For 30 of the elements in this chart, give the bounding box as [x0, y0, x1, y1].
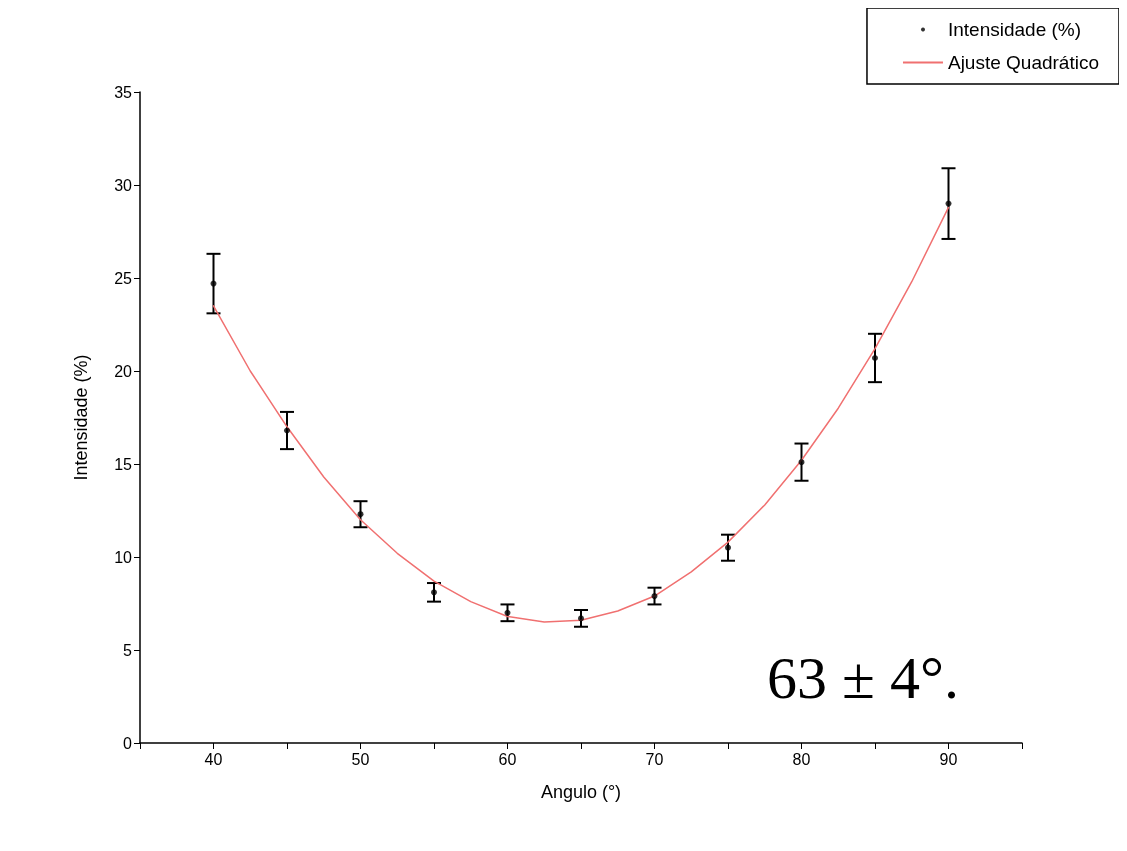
legend-label: Ajuste Quadrático	[947, 52, 1100, 73]
point	[945, 200, 952, 207]
point	[578, 615, 584, 622]
x-tick-label: 50	[351, 750, 370, 768]
point	[357, 511, 364, 518]
y-tick-label: 15	[114, 455, 133, 473]
annotation: 63 ± 4°.	[767, 645, 960, 711]
y-tick-label: 10	[114, 548, 133, 566]
x-tick-label: 70	[645, 750, 664, 768]
y-tick-label: 35	[114, 83, 133, 101]
point	[651, 593, 658, 600]
x-tick-label: 90	[939, 750, 958, 768]
y-axis-title: Intensidade (%)	[71, 354, 91, 481]
x-tick-label: 60	[498, 750, 517, 768]
y-tick-label: 0	[123, 734, 133, 752]
y-tick-label: 30	[114, 176, 133, 194]
text: Intensidade (%)	[947, 19, 1082, 40]
point	[210, 280, 217, 287]
point	[504, 609, 511, 616]
point	[798, 459, 805, 466]
y-tick-label: 5	[123, 641, 133, 659]
point	[284, 427, 290, 434]
point	[725, 544, 731, 551]
point	[431, 589, 437, 596]
y-tick-label: 25	[114, 269, 133, 287]
point	[872, 354, 878, 361]
y-tick-label: 20	[114, 362, 133, 380]
x-tick-label: 80	[792, 750, 811, 768]
x-tick-label: 40	[204, 750, 223, 768]
x-axis-title: Angulo (°)	[540, 782, 622, 802]
